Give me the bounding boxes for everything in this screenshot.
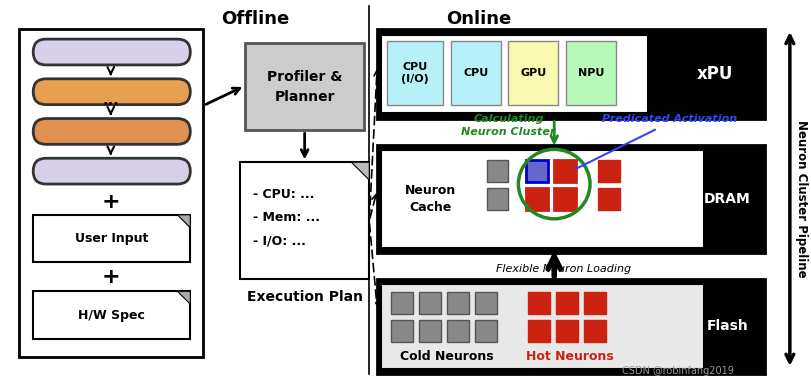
Bar — [598, 188, 620, 210]
Bar — [19, 29, 204, 357]
Bar — [447, 320, 469, 342]
FancyBboxPatch shape — [33, 118, 191, 144]
Bar — [419, 292, 441, 314]
Text: xPU: xPU — [697, 65, 733, 83]
Bar — [381, 35, 648, 113]
Bar — [381, 150, 705, 247]
Text: - Mem: ...: - Mem: ... — [253, 211, 320, 224]
Text: +: + — [101, 267, 120, 287]
Text: DRAM: DRAM — [704, 192, 751, 206]
Bar — [381, 284, 705, 369]
Text: CSDN @robinfang2019: CSDN @robinfang2019 — [621, 366, 733, 376]
Bar — [556, 292, 578, 314]
Bar — [451, 41, 500, 105]
Text: CPU
(I/O): CPU (I/O) — [401, 62, 429, 84]
Bar — [508, 41, 558, 105]
Text: Flexible Neuron Loading: Flexible Neuron Loading — [496, 264, 631, 275]
Text: - I/O: ...: - I/O: ... — [253, 234, 306, 247]
Text: Neuron Cluster Pipeline: Neuron Cluster Pipeline — [796, 120, 809, 278]
FancyBboxPatch shape — [33, 39, 191, 65]
Text: - CPU: ...: - CPU: ... — [253, 188, 315, 201]
Bar — [447, 292, 469, 314]
Bar — [598, 160, 620, 182]
Polygon shape — [351, 162, 369, 180]
FancyBboxPatch shape — [33, 79, 191, 105]
Text: Hot Neurons: Hot Neurons — [526, 350, 614, 363]
Polygon shape — [178, 291, 191, 304]
Text: +: + — [101, 192, 120, 212]
Bar — [33, 291, 191, 339]
Text: Calculating
Neuron Cluster: Calculating Neuron Cluster — [461, 114, 556, 137]
Text: Flash: Flash — [706, 319, 748, 333]
Bar — [584, 320, 606, 342]
Text: CPU: CPU — [463, 68, 488, 78]
Text: Neuron
Cache: Neuron Cache — [406, 184, 457, 214]
Text: ...: ... — [102, 93, 119, 108]
Bar — [526, 188, 548, 210]
Bar — [377, 29, 765, 118]
Bar — [377, 145, 765, 252]
Bar — [556, 320, 578, 342]
Bar — [526, 160, 548, 182]
Bar — [391, 292, 413, 314]
Bar — [245, 43, 364, 131]
Bar — [33, 215, 191, 262]
Text: User Input: User Input — [75, 232, 148, 245]
Bar — [240, 162, 369, 279]
Bar — [487, 160, 508, 182]
Text: Cold Neurons: Cold Neurons — [400, 350, 494, 363]
Text: Execution Plan: Execution Plan — [247, 290, 363, 304]
Text: GPU: GPU — [520, 68, 547, 78]
Polygon shape — [178, 215, 191, 228]
Text: Online: Online — [446, 10, 511, 28]
Bar — [391, 320, 413, 342]
Text: Profiler &
Planner: Profiler & Planner — [267, 70, 342, 103]
Text: NPU: NPU — [577, 68, 604, 78]
FancyBboxPatch shape — [33, 158, 191, 184]
Bar — [554, 160, 576, 182]
Bar — [377, 279, 765, 374]
Bar — [566, 41, 616, 105]
Text: Predicated Activation: Predicated Activation — [602, 113, 737, 124]
Bar — [528, 320, 550, 342]
Text: H/W Spec: H/W Spec — [79, 309, 145, 322]
Bar — [474, 292, 496, 314]
Bar — [554, 188, 576, 210]
Bar — [528, 292, 550, 314]
Bar — [474, 320, 496, 342]
Bar — [487, 188, 508, 210]
Text: Offline: Offline — [221, 10, 289, 28]
Bar — [387, 41, 443, 105]
Bar — [419, 320, 441, 342]
Bar — [584, 292, 606, 314]
